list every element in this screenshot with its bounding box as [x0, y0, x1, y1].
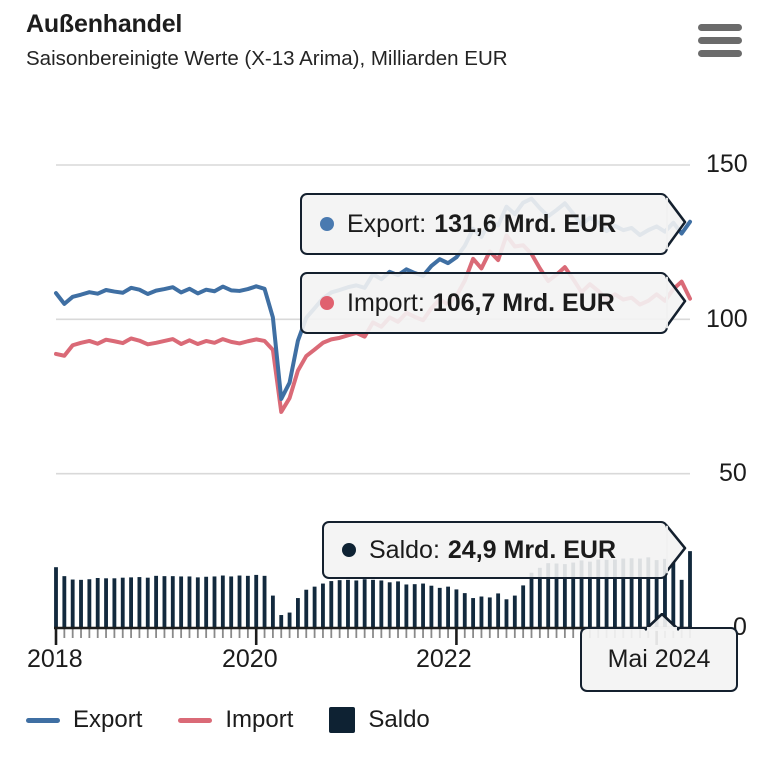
export-dot-icon [320, 217, 334, 231]
page-subtitle: Saisonbereinigte Werte (X-13 Arima), Mil… [26, 46, 508, 70]
tooltip-export-value: 131,6 Mrd. EUR [434, 209, 617, 238]
tooltip-import[interactable]: Import: 106,7 Mrd. EUR [300, 272, 687, 334]
x-tick-2022: 2022 [416, 645, 472, 673]
page-title: Außenhandel [26, 10, 183, 38]
x-tick-2020: 2020 [222, 645, 278, 673]
tooltip-import-value: 106,7 Mrd. EUR [432, 288, 615, 317]
y-tick-100: 100 [706, 305, 748, 333]
header: Außenhandel Saisonbereinigte Werte (X-13… [26, 10, 742, 72]
menu-bar-1 [698, 23, 742, 31]
tooltip-saldo-arrow-icon [666, 524, 687, 574]
legend-swatch-import [178, 717, 213, 723]
tooltip-saldo-label: Saldo: [369, 535, 440, 564]
tooltip-import-arrow-icon [666, 275, 687, 329]
legend-label-export: Export [73, 706, 143, 733]
tooltip-date-arrow-icon [644, 613, 680, 631]
tooltip-date-value: Mai 2024 [607, 645, 711, 673]
y-tick-150: 150 [706, 150, 748, 178]
legend-item-export[interactable]: Export [26, 706, 142, 734]
import-dot-icon [320, 296, 334, 310]
legend-label-import: Import [225, 706, 294, 733]
legend-swatch-saldo [329, 707, 356, 733]
saldo-dot-icon [342, 543, 356, 557]
x-tick-2018: 2018 [27, 645, 83, 673]
menu-bar-3 [698, 49, 742, 57]
legend-item-import[interactable]: Import [178, 706, 293, 734]
legend-label-saldo: Saldo [368, 706, 430, 733]
tooltip-saldo[interactable]: Saldo: 24,9 Mrd. EUR [322, 521, 687, 579]
tooltip-import-label: Import: [347, 288, 425, 317]
tooltip-saldo-value: 24,9 Mrd. EUR [447, 535, 616, 564]
y-tick-50: 50 [719, 459, 747, 487]
legend-item-saldo[interactable]: Saldo [329, 706, 430, 734]
menu-bar-2 [698, 36, 742, 44]
tooltip-date[interactable]: Mai 2024 [580, 613, 738, 692]
legend-swatch-export [26, 717, 60, 723]
hamburger-menu-icon[interactable] [696, 20, 742, 60]
tooltip-export[interactable]: Export: 131,6 Mrd. EUR [300, 193, 687, 255]
tooltip-export-label: Export: [347, 209, 427, 238]
chart-legend: Export Import Saldo [26, 706, 430, 734]
tooltip-export-arrow-icon [666, 196, 687, 250]
